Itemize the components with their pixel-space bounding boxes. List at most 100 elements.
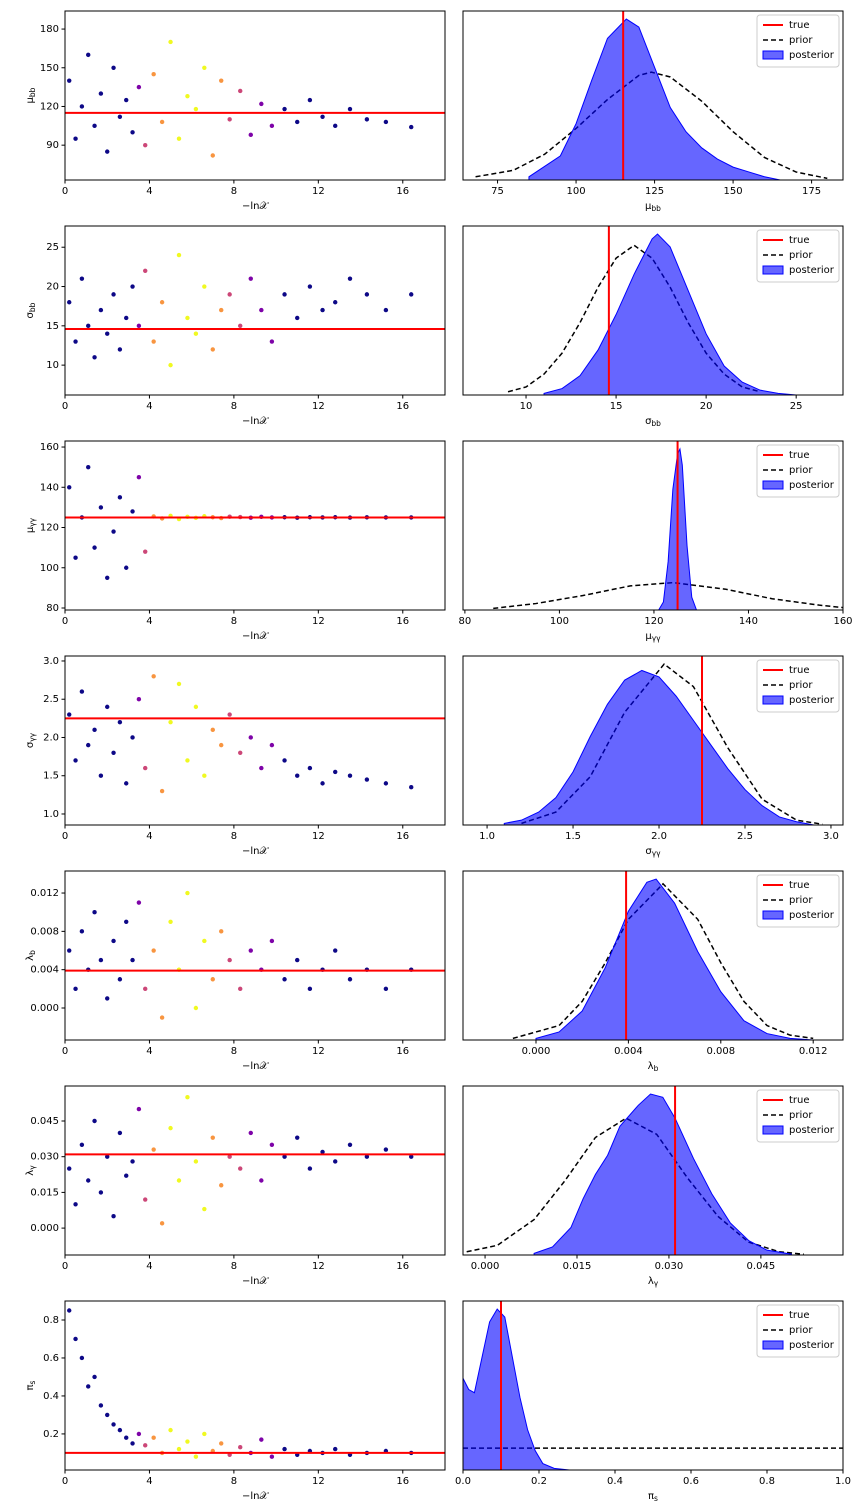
point <box>238 986 243 992</box>
x-label-text: λ <box>648 1276 654 1287</box>
point <box>227 957 232 963</box>
x-tick-label: 140 <box>739 616 758 627</box>
x-tick-label: 0 <box>62 616 68 627</box>
point <box>176 1178 182 1183</box>
point <box>307 284 313 289</box>
point <box>219 307 224 313</box>
y-tick-label: 120 <box>40 101 59 112</box>
x-tick-label: 4 <box>146 1476 152 1487</box>
point <box>238 750 243 755</box>
point <box>98 957 104 963</box>
axes-frame <box>64 1300 446 1471</box>
point <box>73 758 78 763</box>
point <box>105 1412 110 1418</box>
legend-swatch <box>762 1125 784 1135</box>
legend-swatch <box>762 480 784 490</box>
point <box>259 101 264 107</box>
point <box>124 781 129 786</box>
x-axis-label: −ln𝒳 <box>242 201 269 212</box>
x-tick-label: 75 <box>491 186 504 197</box>
x-axis-label: −ln𝒳 <box>242 1491 269 1502</box>
y-tick-label: 0.4 <box>43 1391 59 1402</box>
point <box>259 1437 264 1442</box>
y-tick-label: 140 <box>40 482 59 493</box>
point <box>73 339 78 344</box>
point <box>176 252 182 258</box>
x-tick-label: 12 <box>312 1046 325 1057</box>
legend-swatch <box>762 50 784 60</box>
point <box>307 986 313 992</box>
y-label-text: σ <box>25 311 36 318</box>
point <box>259 765 264 771</box>
prior-line <box>512 882 814 1040</box>
point <box>67 948 72 953</box>
point <box>86 323 91 329</box>
point <box>383 781 389 786</box>
point <box>98 505 104 510</box>
point <box>248 132 253 138</box>
x-tick-label: 15 <box>610 401 623 412</box>
axes-frame <box>462 10 844 181</box>
point <box>219 929 224 934</box>
point <box>347 276 353 281</box>
point <box>238 1445 243 1450</box>
point <box>105 1154 110 1159</box>
point <box>105 331 110 336</box>
point <box>136 1106 142 1112</box>
legend-label: posterior <box>789 695 835 706</box>
y-tick-label: 0.045 <box>30 1116 59 1127</box>
x-tick-label: 0 <box>62 1476 68 1487</box>
x-label-sub: b <box>654 1064 659 1073</box>
posterior-area <box>535 878 814 1040</box>
point <box>409 785 414 790</box>
y-tick-label: 90 <box>46 140 59 151</box>
point <box>86 1384 91 1389</box>
point <box>320 307 325 313</box>
y-tick-label: 180 <box>40 24 59 35</box>
legend-swatch <box>762 910 784 920</box>
point <box>92 355 97 360</box>
point <box>227 712 232 717</box>
point <box>227 117 232 122</box>
point <box>92 909 97 915</box>
point <box>67 485 72 490</box>
point <box>383 986 389 992</box>
x-axis-label: σγγ <box>645 846 661 858</box>
point <box>193 1005 199 1011</box>
x-tick-label: 10 <box>520 401 533 412</box>
x-tick-label: 125 <box>645 186 664 197</box>
point <box>333 948 338 953</box>
x-tick-label: 0.008 <box>706 1046 735 1057</box>
y-tick-label: 0.004 <box>30 965 59 976</box>
point <box>117 977 123 982</box>
point <box>193 1159 199 1164</box>
point <box>86 1178 91 1183</box>
x-tick-label: 100 <box>550 616 569 627</box>
point <box>86 52 91 58</box>
point <box>219 78 224 83</box>
legend-swatch <box>762 1340 784 1350</box>
x-tick-label: 4 <box>146 1046 152 1057</box>
x-tick-label: 175 <box>802 186 821 197</box>
point <box>168 1427 173 1433</box>
x-label-text: μ <box>645 631 652 642</box>
x-tick-label: 16 <box>396 616 409 627</box>
x-axis-label: −ln𝒳 <box>242 846 269 857</box>
x-tick-label: 4 <box>146 831 152 842</box>
x-tick-label: 0.0 <box>455 1476 471 1487</box>
x-tick-label: 0.045 <box>747 1261 776 1272</box>
x-tick-label: 8 <box>231 831 237 842</box>
point <box>219 742 224 748</box>
y-label-sub: γ <box>28 1165 37 1170</box>
x-axis-label: πs <box>648 1491 658 1503</box>
legend-label: true <box>789 235 810 246</box>
x-tick-label: 100 <box>567 186 586 197</box>
x-tick-label: 8 <box>231 1046 237 1057</box>
y-axis-label: λγ <box>25 1165 37 1176</box>
x-tick-label: 16 <box>396 831 409 842</box>
point <box>130 130 135 135</box>
point <box>269 339 275 344</box>
x-tick-label: 0 <box>62 1261 68 1272</box>
point <box>238 1166 243 1171</box>
